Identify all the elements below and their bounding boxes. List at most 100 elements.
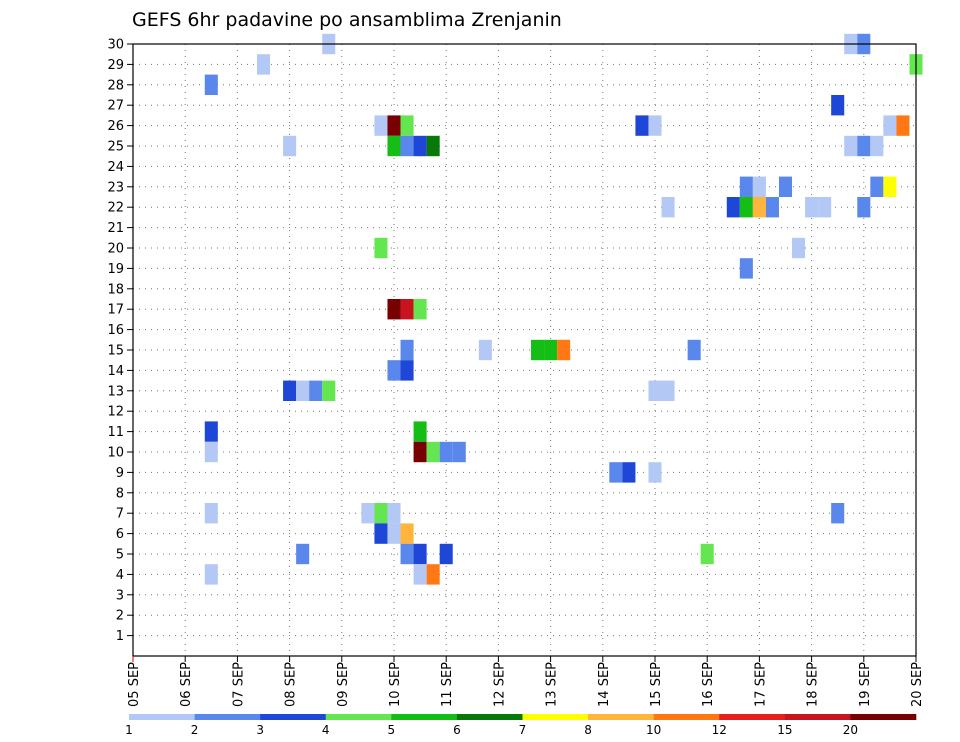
precip-cell <box>452 441 466 463</box>
precip-cell <box>374 237 388 259</box>
precip-cell <box>387 115 401 136</box>
precip-cell <box>413 564 427 585</box>
y-tick-label: 28 <box>107 78 124 93</box>
precip-cell <box>296 543 310 565</box>
x-tick-label: 07 SEP <box>231 662 246 707</box>
precip-cell <box>648 462 662 483</box>
precip-cell <box>857 135 871 157</box>
y-tick-label: 6 <box>116 527 124 542</box>
precip-cell <box>870 176 884 197</box>
precip-cell <box>831 95 845 116</box>
precip-cell <box>896 115 910 136</box>
plot-frame <box>132 43 917 657</box>
precip-cell <box>883 115 897 136</box>
legend-label: 20 <box>843 723 858 737</box>
x-tick-label: 20 SEP <box>910 662 925 707</box>
y-tick-label: 8 <box>116 486 124 501</box>
legend-label: 10 <box>646 723 661 737</box>
x-tick-label: 17 SEP <box>753 662 768 707</box>
x-tick-label: 10 SEP <box>388 662 403 707</box>
precip-cell <box>609 462 623 483</box>
legend-label: 15 <box>777 723 792 737</box>
precip-cell <box>739 197 753 218</box>
legend-swatch <box>325 714 392 720</box>
y-tick-label: 12 <box>107 405 124 420</box>
y-tick-label: 15 <box>107 344 124 359</box>
y-tick-label: 25 <box>107 140 124 155</box>
precip-cell <box>374 115 388 136</box>
x-tick-label: 15 SEP <box>649 662 664 707</box>
precip-cell <box>413 421 427 442</box>
legend-label: 4 <box>322 723 330 737</box>
legend-label: 6 <box>453 723 461 737</box>
x-tick-label: 08 SEP <box>284 662 299 707</box>
legend-label: 7 <box>519 723 527 737</box>
precip-cell <box>439 441 453 463</box>
x-tick-label: 14 SEP <box>597 662 612 707</box>
legend-swatch <box>784 714 851 720</box>
precip-cell <box>387 503 401 524</box>
precip-cell <box>387 360 401 381</box>
precip-cell <box>426 441 440 463</box>
precipitation-cells <box>204 33 923 585</box>
precip-cell <box>752 176 766 197</box>
precip-cell <box>531 339 545 361</box>
y-tick-label: 29 <box>107 58 124 73</box>
y-tick-label: 1 <box>116 629 124 644</box>
y-tick-label: 16 <box>107 323 124 338</box>
precip-cell <box>204 503 218 524</box>
y-tick-label: 5 <box>116 548 124 563</box>
precip-cell <box>870 135 884 157</box>
precip-cell <box>387 523 401 544</box>
precip-cell <box>478 339 492 361</box>
y-tick-label: 23 <box>107 180 124 195</box>
legend-swatch <box>194 714 261 720</box>
legend-swatch <box>456 714 523 720</box>
y-tick-label: 22 <box>107 201 124 216</box>
x-axis: 05 SEP 06 SEP 07 SEP 08 SEP 09 SEP 10 SEP 11 S… <box>127 656 925 707</box>
precip-cell <box>374 523 388 544</box>
y-tick-label: 26 <box>107 119 124 134</box>
x-tick-label: 05 SEP <box>127 662 142 707</box>
precip-cell <box>648 380 662 401</box>
precip-cell <box>413 299 427 320</box>
x-tick-label: 12 SEP <box>492 662 507 707</box>
precip-cell <box>752 197 766 218</box>
y-tick-label: 14 <box>107 364 124 379</box>
precip-cell <box>296 380 310 401</box>
precip-cell <box>413 441 427 463</box>
precip-cell <box>439 543 453 565</box>
x-tick-label: 06 SEP <box>179 662 194 707</box>
precip-cell <box>844 135 858 157</box>
precip-cell <box>361 503 375 524</box>
legend-label: 12 <box>712 723 727 737</box>
x-tick-label: 16 SEP <box>701 662 716 707</box>
precip-cell <box>739 176 753 197</box>
precip-cell <box>400 360 414 381</box>
precip-cell <box>322 380 336 401</box>
precip-cell <box>700 543 714 565</box>
precip-cell <box>687 339 701 361</box>
precip-cell <box>204 421 218 442</box>
precip-cell <box>857 197 871 218</box>
legend-label: 8 <box>584 723 592 737</box>
precip-cell <box>400 299 414 320</box>
y-tick-label: 2 <box>116 609 124 624</box>
y-tick-label: 20 <box>107 242 124 257</box>
y-tick-label: 13 <box>107 384 124 399</box>
precip-cell <box>374 503 388 524</box>
precip-cell <box>726 197 740 218</box>
precip-cell <box>831 503 845 524</box>
y-tick-label: 24 <box>107 160 124 175</box>
precip-cell <box>387 135 401 157</box>
precip-cell <box>400 339 414 361</box>
y-axis: 1234567891011121314151617181920212223242… <box>107 38 133 644</box>
precip-cell <box>544 339 558 361</box>
precip-cell <box>400 523 414 544</box>
precip-cell <box>413 543 427 565</box>
precip-cell <box>557 339 571 361</box>
y-tick-label: 7 <box>116 507 124 522</box>
y-tick-label: 30 <box>107 38 124 53</box>
y-tick-label: 17 <box>107 303 124 318</box>
y-tick-label: 19 <box>107 262 124 277</box>
